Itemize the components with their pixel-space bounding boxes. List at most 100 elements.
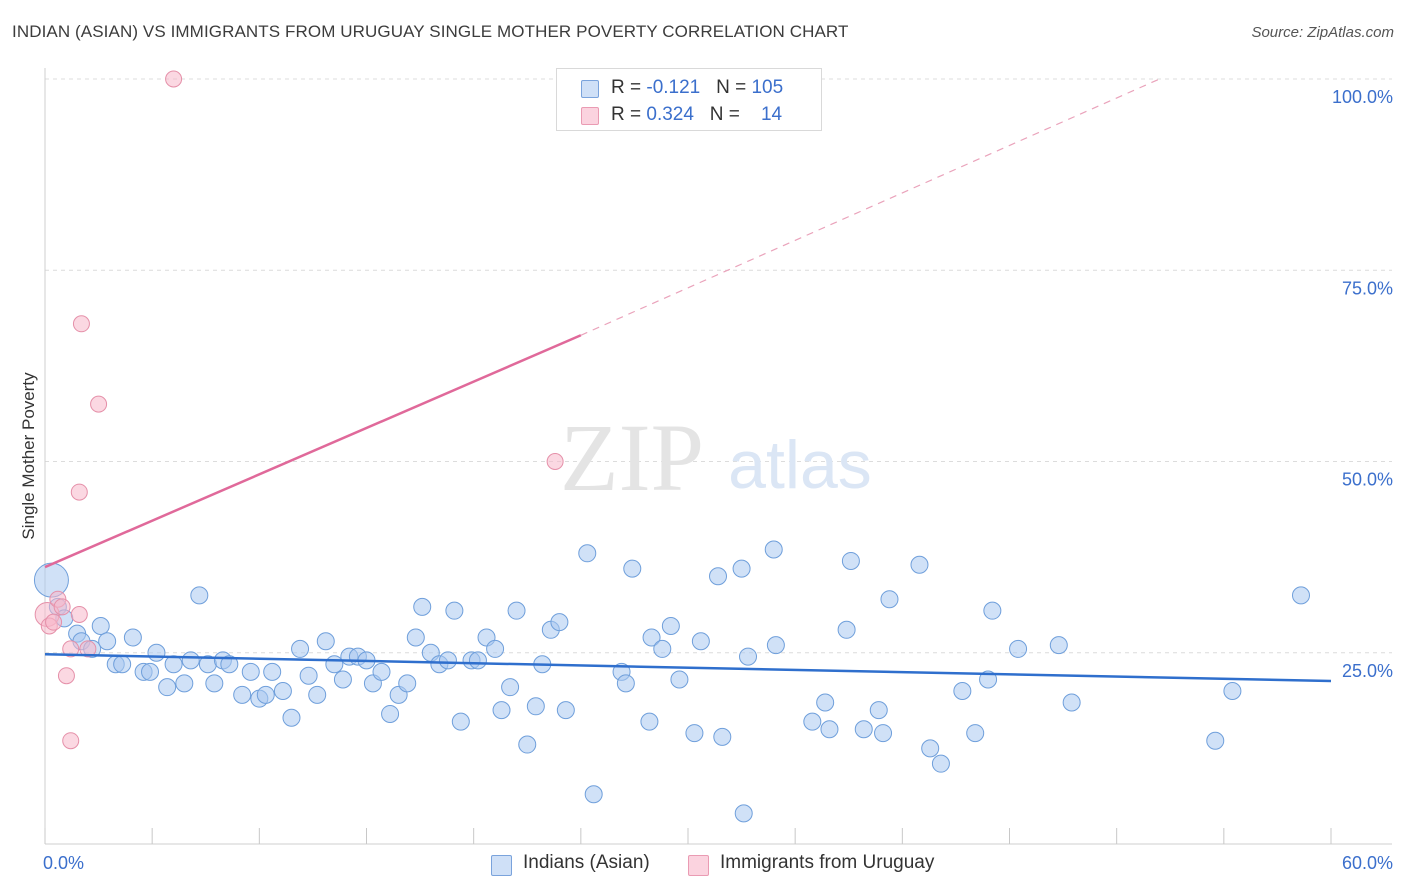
data-point-indians: [732, 559, 751, 578]
y-tick-label: 25.0%: [1342, 661, 1393, 681]
data-point-indians: [820, 720, 839, 739]
legend-n-label: N =: [709, 104, 746, 125]
x-tick-labels: 0.0% 60.0%: [43, 853, 1393, 873]
chart-title: INDIAN (ASIAN) VS IMMIGRANTS FROM URUGUA…: [12, 22, 849, 41]
data-point-uruguay: [62, 732, 80, 750]
data-point-indians: [1049, 636, 1068, 655]
data-point-indians: [98, 632, 117, 651]
data-point-indians: [413, 597, 432, 616]
data-point-indians: [381, 704, 400, 723]
data-point-indians: [584, 785, 603, 804]
data-point-indians: [816, 693, 835, 712]
data-point-indians: [642, 628, 661, 647]
data-point-indians: [1291, 586, 1310, 605]
data-point-indians: [764, 540, 783, 559]
trend-lines: [44, 78, 1332, 683]
data-point-indians: [841, 551, 860, 570]
data-point-indians: [670, 670, 689, 689]
watermark-atlas: atlas: [728, 427, 872, 503]
data-point-indians: [205, 674, 224, 693]
data-point-indians: [233, 685, 252, 704]
y-tick-label: 50.0%: [1342, 470, 1393, 490]
data-point-indians: [691, 632, 710, 651]
data-point-uruguay: [546, 453, 564, 470]
data-point-indians: [282, 708, 301, 727]
data-point-indians: [869, 701, 888, 720]
legend-n-value-indians: 105: [751, 77, 784, 98]
data-point-indians: [190, 586, 209, 605]
data-point-indians: [880, 590, 899, 609]
data-point-indians: [739, 647, 758, 666]
data-point-uruguay: [70, 483, 88, 501]
legend-swatch-uruguay: [581, 107, 599, 125]
data-point-uruguay: [165, 70, 183, 88]
data-point-indians: [308, 685, 327, 704]
data-point-indians: [113, 655, 132, 674]
data-point-indians: [445, 601, 464, 620]
data-point-indians: [550, 613, 569, 632]
trend-line-indians: [44, 653, 1332, 683]
data-point-indians: [492, 701, 511, 720]
data-point-uruguay: [79, 640, 97, 658]
correlation-legend: R = -0.121 N = 105 R = 0.324 N = 14: [556, 68, 822, 131]
data-point-indians: [468, 651, 487, 670]
data-point-uruguay: [53, 598, 71, 616]
data-point-indians: [803, 712, 822, 731]
data-point-indians: [91, 616, 110, 635]
data-point-indians: [175, 674, 194, 693]
data-point-indians: [709, 567, 728, 586]
data-point-indians: [953, 682, 972, 700]
watermark: ZIP atlas: [560, 404, 872, 511]
data-point-indians: [486, 639, 505, 658]
data-point-indians: [299, 666, 318, 685]
data-point-indians: [854, 720, 873, 739]
data-point-indians: [438, 651, 457, 670]
legend-r-label: R =: [611, 104, 647, 125]
data-point-indians: [931, 754, 950, 773]
data-point-indians: [1009, 639, 1028, 658]
data-point-indians: [501, 678, 520, 697]
data-point-indians: [123, 628, 142, 647]
legend-n-label: N =: [716, 77, 752, 98]
bottom-legend-label-indians: Indians (Asian): [523, 852, 650, 873]
data-point-indians: [983, 601, 1002, 620]
data-point-indians: [713, 727, 732, 746]
data-point-indians: [451, 712, 470, 731]
watermark-zip: ZIP: [560, 404, 704, 511]
data-point-indians: [653, 639, 672, 658]
data-point-indians: [33, 562, 69, 598]
data-point-indians: [623, 559, 642, 578]
data-point-indians: [406, 628, 425, 647]
data-point-indians: [158, 678, 177, 697]
axes: [44, 68, 1392, 845]
data-point-indians: [291, 639, 310, 658]
legend-r-label: R =: [611, 77, 647, 98]
data-point-uruguay: [90, 395, 108, 413]
bottom-legend-swatch-uruguay: [688, 855, 709, 876]
data-point-indians: [979, 670, 998, 689]
y-axis-title: Single Mother Poverty: [19, 372, 38, 540]
x-tick-label-max: 60.0%: [1342, 853, 1393, 873]
data-point-indians: [766, 636, 785, 655]
data-point-indians: [966, 724, 985, 743]
data-point-indians: [526, 697, 545, 716]
data-point-indians: [141, 662, 160, 681]
legend-swatch-indians: [581, 80, 599, 98]
data-point-indians: [372, 662, 391, 681]
gridlines: [45, 78, 1392, 654]
data-point-indians: [734, 804, 753, 823]
data-point-indians: [874, 724, 893, 743]
legend-n-value-uruguay: 14: [760, 104, 783, 125]
data-point-indians: [333, 670, 352, 689]
y-tick-label: 100.0%: [1332, 87, 1393, 107]
data-point-indians: [837, 620, 856, 639]
data-point-indians: [921, 739, 940, 758]
data-point-indians: [241, 662, 260, 681]
data-point-indians: [616, 674, 635, 693]
data-point-uruguay: [62, 640, 80, 658]
data-point-indians: [910, 555, 929, 574]
data-point-indians: [578, 544, 597, 563]
data-point-indians: [220, 655, 239, 674]
data-point-indians: [256, 685, 275, 704]
